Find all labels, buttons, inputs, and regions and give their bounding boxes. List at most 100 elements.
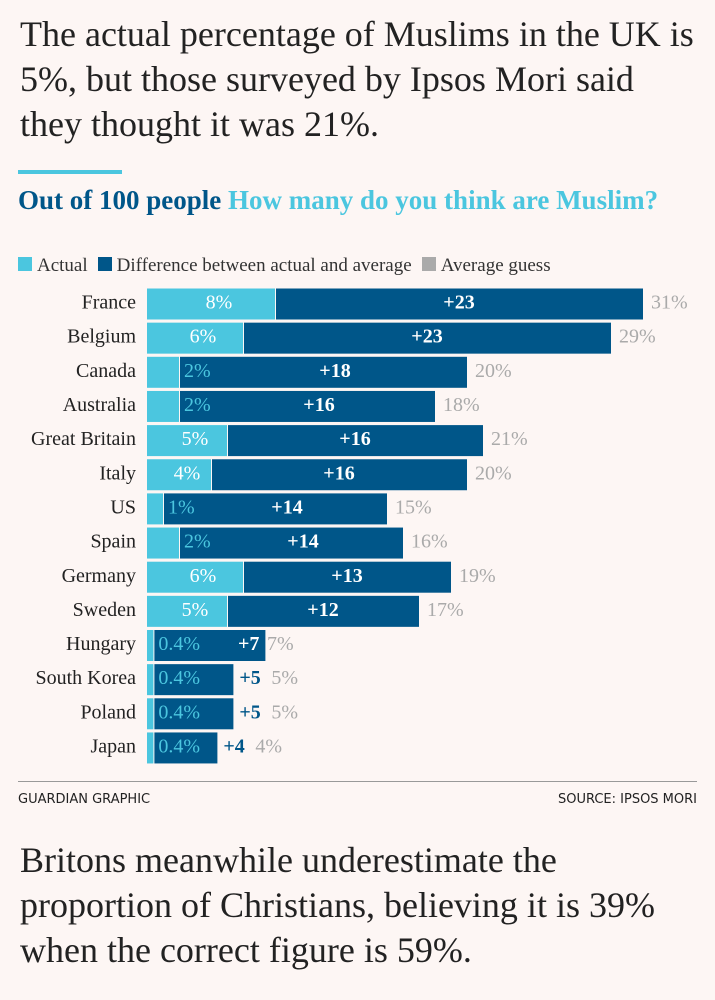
value-label-actual: 6% xyxy=(190,565,217,587)
category-label: Italy xyxy=(99,462,136,484)
value-label-actual: 2% xyxy=(184,394,211,416)
value-label-average: 4% xyxy=(255,736,282,758)
value-label-average: 20% xyxy=(475,462,512,484)
value-label-actual: 2% xyxy=(184,360,211,382)
value-label-average: 29% xyxy=(619,326,656,348)
footer: GUARDIAN GRAPHIC SOURCE: IPSOS MORI xyxy=(18,781,697,807)
chart-subtitle: How many do you think are Muslim? xyxy=(228,185,659,215)
value-label-average: 20% xyxy=(475,360,512,382)
value-label-actual: 0.4% xyxy=(158,701,200,723)
category-label: US xyxy=(110,496,136,518)
category-label: Canada xyxy=(76,360,136,382)
category-label: Spain xyxy=(90,531,136,553)
bar-actual xyxy=(147,664,154,696)
value-label-difference: +16 xyxy=(323,462,354,484)
headline: The actual percentage of Muslims in the … xyxy=(20,14,694,144)
value-label-actual: 5% xyxy=(182,599,209,621)
bar-actual xyxy=(147,390,179,422)
bar-difference xyxy=(154,732,218,764)
value-label-difference: +23 xyxy=(411,326,442,348)
legend-swatch xyxy=(18,257,32,271)
category-label: Germany xyxy=(62,565,136,587)
value-label-difference: +5 xyxy=(239,701,260,723)
value-label-difference: +16 xyxy=(303,394,334,416)
legend-label: Average guess xyxy=(440,255,551,276)
bar-actual xyxy=(147,493,163,525)
value-label-actual: 2% xyxy=(184,531,211,553)
value-label-actual: 4% xyxy=(174,462,201,484)
legend-item: Actual xyxy=(18,255,88,277)
value-label-average: 19% xyxy=(459,565,496,587)
bar-difference xyxy=(154,664,234,696)
value-label-average: 7% xyxy=(267,633,294,655)
body-text: Britons meanwhile underestimate the prop… xyxy=(20,840,655,970)
category-label: Australia xyxy=(63,394,136,416)
value-label-average: 5% xyxy=(271,667,298,689)
value-label-difference: +18 xyxy=(319,360,350,382)
value-label-difference: +7 xyxy=(238,633,259,655)
legend-label: Actual xyxy=(37,255,88,276)
bar-difference xyxy=(154,698,234,730)
value-label-average: 18% xyxy=(443,394,480,416)
value-label-average: 31% xyxy=(651,292,688,314)
value-label-difference: +14 xyxy=(271,496,302,518)
category-label: Hungary xyxy=(66,633,136,655)
value-label-average: 16% xyxy=(411,531,448,553)
value-label-actual: 0.4% xyxy=(158,667,200,689)
bar-actual xyxy=(147,595,227,627)
bar-difference xyxy=(244,322,611,354)
category-label: South Korea xyxy=(35,667,136,689)
category-label: Sweden xyxy=(73,599,136,621)
value-label-actual: 8% xyxy=(206,292,233,314)
bar-actual xyxy=(147,322,243,354)
bar-actual xyxy=(147,288,275,320)
bar-difference xyxy=(276,288,643,320)
bar-difference xyxy=(180,356,467,388)
bar-actual xyxy=(147,459,211,491)
value-label-actual: 1% xyxy=(168,496,195,518)
value-label-actual: 5% xyxy=(182,428,209,450)
bar-actual xyxy=(147,561,243,593)
chart-titles: Out of 100 people How many do you think … xyxy=(18,184,698,216)
bar-difference xyxy=(180,527,403,559)
bar-actual xyxy=(147,630,154,661)
value-label-actual: 0.4% xyxy=(158,736,200,758)
legend: Actual Difference between actual and aver… xyxy=(18,255,551,277)
bar-actual xyxy=(147,425,227,457)
bar-difference xyxy=(244,561,451,593)
category-label: Great Britain xyxy=(31,428,136,450)
value-label-difference: +14 xyxy=(287,531,318,553)
bar-difference xyxy=(154,630,266,661)
chart: France 8% +23 31% Belgium 6% +23 29% Canada 2% +18… xyxy=(31,288,688,764)
value-label-average: 5% xyxy=(271,701,298,723)
category-label: France xyxy=(82,292,137,314)
value-label-difference: +5 xyxy=(239,667,260,689)
legend-label: Difference between actual and average xyxy=(116,255,412,276)
value-label-actual: 0.4% xyxy=(158,633,200,655)
value-label-average: 15% xyxy=(395,496,432,518)
value-label-difference: +23 xyxy=(443,292,474,314)
category-label: Poland xyxy=(80,701,136,723)
chart-title: Out of 100 people xyxy=(18,185,222,215)
legend-item: Difference between actual and average xyxy=(97,255,412,277)
value-label-actual: 6% xyxy=(190,326,217,348)
bar-difference xyxy=(212,459,467,491)
legend-item: Average guess xyxy=(421,255,551,277)
value-label-difference: +12 xyxy=(307,599,338,621)
bar-actual xyxy=(147,732,154,764)
credit: GUARDIAN GRAPHIC xyxy=(18,792,151,807)
accent-rule xyxy=(18,170,122,174)
bar-actual xyxy=(147,698,154,730)
bar-difference xyxy=(228,425,483,457)
bar-difference xyxy=(180,390,435,422)
value-label-difference: +13 xyxy=(331,565,362,587)
bar-actual xyxy=(147,527,179,559)
legend-swatch xyxy=(421,257,436,271)
value-label-difference: +16 xyxy=(339,428,370,450)
source: SOURCE: IPSOS MORI xyxy=(557,792,697,807)
value-label-difference: +4 xyxy=(223,736,244,758)
bar-difference xyxy=(228,595,419,627)
category-label: Japan xyxy=(90,736,136,758)
value-label-average: 21% xyxy=(491,428,528,450)
